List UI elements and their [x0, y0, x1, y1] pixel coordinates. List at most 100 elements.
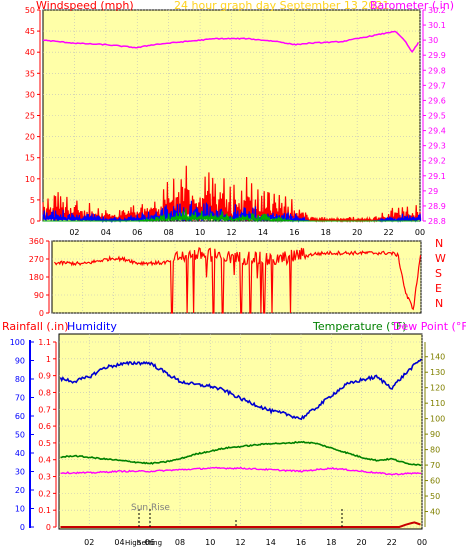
- direction-line: [53, 247, 422, 314]
- windspeed-series: [42, 165, 422, 224]
- humidity-tick-label: 1: [46, 355, 51, 364]
- rainfall-tick-label: 60: [15, 412, 25, 421]
- windspeed-tick-label: 50: [25, 6, 35, 15]
- wind-time-tick-label: 06: [132, 228, 142, 237]
- rainfall-tick-label: 100: [10, 338, 25, 347]
- rainfall-tick-label: 80: [15, 375, 25, 384]
- climate-time-tick-label: 16: [296, 538, 306, 547]
- windspeed-tick-label: 35: [25, 69, 35, 78]
- climate-time-tick-label: 00: [417, 538, 427, 547]
- wind-time-tick-label: 22: [383, 228, 393, 237]
- wind-time-tick-label: 08: [164, 228, 174, 237]
- compass-letter: W: [435, 252, 446, 265]
- wind-time-tick-label: 14: [258, 228, 268, 237]
- chart-title: 24 hour graph day September 13 2021: [174, 0, 389, 12]
- barometer-tick-label: 28.9: [428, 202, 446, 211]
- windspeed-axis: 0 5 10 15 20 25 30 35 40 45 50: [25, 6, 41, 226]
- wind-time-tick-label: 10: [195, 228, 205, 237]
- windspeed-tick-label: 5: [30, 196, 35, 205]
- temperature-tick-label: 130: [430, 368, 445, 377]
- humidity-tick-label: 0.2: [38, 489, 51, 498]
- temperature-tick-label: 110: [430, 399, 445, 408]
- barometer-line: [42, 30, 420, 54]
- barometer-tick-label: 29.8: [428, 66, 446, 75]
- climate-time-tick-label: 02: [84, 538, 94, 547]
- dewpoint-line: [60, 466, 422, 476]
- compass-letter: E: [435, 282, 442, 295]
- windspeed-tick-label: 20: [25, 133, 35, 142]
- humidity-line: [59, 358, 422, 421]
- humidity-tick-label: 0.5: [38, 439, 51, 448]
- wind-time-axis: 02 04 06 08 10 12 14 16 18 20 22 00: [69, 228, 425, 237]
- rainfall-tick-label: 40: [15, 449, 25, 458]
- temperature-tick-label: 100: [430, 415, 445, 424]
- humidity-tick-label: 0.6: [38, 422, 51, 431]
- wind-time-tick-label: 04: [101, 228, 111, 237]
- climate-time-tick-label: 10: [205, 538, 215, 547]
- direction-series: [53, 247, 422, 314]
- wind-time-tick-label: 20: [352, 228, 362, 237]
- humidity-tick-label: 0: [46, 523, 51, 532]
- temperature-tick-label: 40: [430, 508, 440, 517]
- climate-time-tick-label: 06: [145, 538, 155, 547]
- climate-time-tick-label: 08: [175, 538, 185, 547]
- wind-time-tick-label: 16: [289, 228, 299, 237]
- direction-grid: [52, 240, 422, 314]
- humidity-tick-label: 0.1: [38, 506, 51, 515]
- barometer-tick-label: 29.5: [428, 112, 446, 121]
- barometer-tick-label: 29.6: [428, 96, 446, 105]
- climate-time-tick-label: 14: [266, 538, 276, 547]
- barometer-tick-label: 29.4: [428, 127, 446, 136]
- temperature-axis-title: Temperature (°F): [312, 320, 407, 333]
- humidity-tick-label: 0.3: [38, 473, 51, 482]
- rainfall-tick-label: 50: [15, 431, 25, 440]
- climate-time-tick-label: 12: [235, 538, 245, 547]
- temperature-tick-label: 120: [430, 384, 445, 393]
- direction-degree-axis: 0 90 180 270 360: [29, 237, 50, 318]
- climate-time-tick-label: 04: [114, 538, 124, 547]
- windspeed-tick-label: 30: [25, 90, 35, 99]
- wind-lull-line: [43, 208, 420, 224]
- humidity-axis: 0 0.1 0.2 0.3 0.4 0.5 0.6 0.7 0.8 0.9 1 1.1: [38, 338, 57, 532]
- barometer-tick-label: 29.7: [428, 81, 446, 90]
- barometer-tick-label: 29: [428, 187, 438, 196]
- windspeed-tick-label: 40: [25, 48, 35, 57]
- setting-label: Setting: [137, 539, 162, 547]
- compass-letter: S: [435, 267, 442, 280]
- barometer-tick-label: 29.9: [428, 51, 446, 60]
- compass-letter: N: [435, 237, 443, 250]
- rainfall-axis-title: Rainfall (.in): [2, 320, 69, 333]
- humidity-tick-label: 0.4: [38, 456, 51, 465]
- direction-tick-label: 360: [29, 237, 44, 246]
- rainfall-tick-label: 20: [15, 486, 25, 495]
- rainfall-tick-label: 70: [15, 394, 25, 403]
- temperature-tick-label: 50: [430, 492, 440, 501]
- temperature-tick-label: 90: [430, 430, 440, 439]
- wind-time-tick-label: 02: [69, 228, 79, 237]
- temperature-line: [60, 440, 422, 467]
- climate-time-tick-label: 22: [387, 538, 397, 547]
- windspeed-axis-title: Windspeed (mph): [36, 0, 134, 12]
- sun-annotations: Sun Rise High Setting: [125, 503, 343, 547]
- rainfall-tick-label: 0: [20, 523, 25, 532]
- dewpoint-axis-title: Dew Point (°F): [393, 320, 466, 333]
- high-label: High: [125, 539, 141, 547]
- sunrise-label: Sun Rise: [131, 503, 170, 513]
- barometer-axis-title: Barometer (.in): [370, 0, 454, 12]
- barometer-tick-label: 30: [428, 36, 438, 45]
- rainfall-axis: 0 10 20 30 40 50 60 70 80 90 100: [10, 338, 34, 532]
- wind-time-tick-label: 12: [226, 228, 236, 237]
- rainfall-tick-label: 10: [15, 505, 25, 514]
- windspeed-tick-label: 45: [25, 27, 35, 36]
- barometer-axis: 28.8 28.9 29 29.1 29.2 29.3 29.4 29.5 29.6 29.7 29…: [422, 6, 446, 226]
- humidity-tick-label: 0.9: [38, 372, 51, 381]
- direction-tick-label: 90: [34, 291, 44, 300]
- barometer-tick-label: 29.1: [428, 172, 446, 181]
- climate-time-axis: 02 04 06 08 10 12 14 16 18 20 22 00: [84, 538, 427, 547]
- wind-grid: [43, 9, 421, 222]
